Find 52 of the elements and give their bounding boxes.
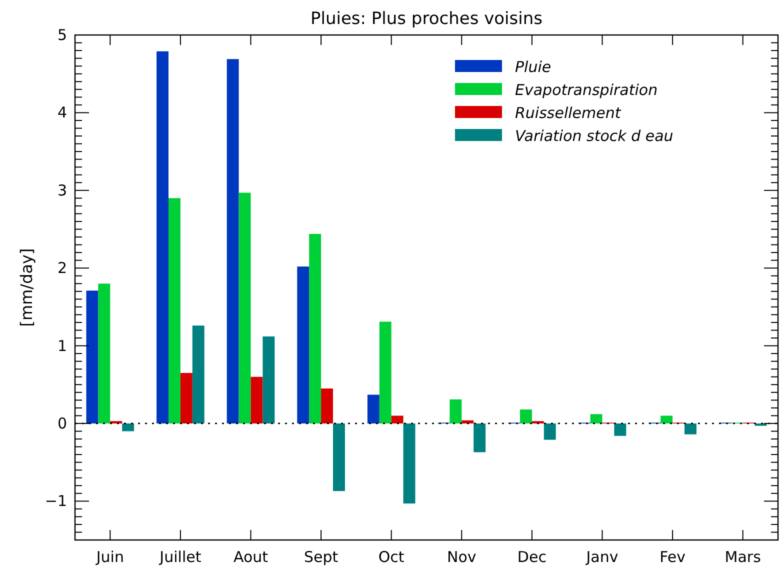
bar — [309, 234, 322, 424]
bar — [544, 423, 556, 440]
bar — [180, 372, 192, 424]
y-tick-label: 4 — [57, 104, 67, 122]
y-tick-label: −1 — [44, 492, 67, 510]
bar — [450, 399, 462, 424]
y-tick-label: 1 — [57, 336, 67, 355]
bar — [614, 423, 626, 436]
bar — [86, 290, 98, 424]
x-tick-label: Dec — [517, 548, 546, 566]
bar — [391, 416, 404, 424]
y-tick-label: 3 — [57, 181, 67, 200]
bar — [403, 423, 416, 504]
bar — [684, 423, 696, 434]
bar — [754, 423, 767, 426]
bar — [367, 394, 380, 424]
bar — [238, 192, 251, 424]
x-tick-label: Mars — [724, 548, 762, 566]
x-tick-label: Janv — [585, 548, 618, 566]
bar — [321, 388, 333, 424]
legend-label: Variation stock d eau — [515, 127, 674, 145]
bar — [122, 423, 134, 432]
legend-label: Ruissellement — [515, 104, 622, 122]
bar — [156, 51, 168, 424]
legend-label: Evapotranspiration — [515, 81, 658, 99]
bar — [379, 322, 392, 424]
x-tick-label: Juillet — [158, 548, 202, 566]
bar — [226, 59, 239, 424]
x-tick-label: Juin — [95, 548, 124, 566]
bar — [262, 336, 275, 424]
x-tick-label: Nov — [447, 548, 476, 566]
bar — [192, 326, 204, 424]
x-tick-label: Aout — [233, 548, 268, 566]
bar — [168, 198, 180, 424]
bar — [297, 266, 310, 424]
bar — [98, 284, 110, 424]
bar — [660, 416, 673, 424]
x-tick-label: Sept — [304, 548, 338, 566]
chart-title: Pluies: Plus proches voisins — [310, 9, 543, 29]
y-axis-title: [mm/day] — [17, 248, 36, 327]
y-tick-label: 2 — [57, 259, 67, 278]
x-tick-label: Oct — [378, 548, 404, 566]
x-tick-label: Fev — [660, 548, 686, 566]
y-tick-label: 5 — [57, 26, 67, 44]
bar — [333, 423, 345, 492]
legend-label: Pluie — [515, 58, 552, 76]
bar — [520, 409, 532, 424]
bar — [474, 423, 486, 452]
bar — [462, 420, 474, 424]
bar — [590, 414, 602, 424]
y-tick-label: 0 — [57, 414, 67, 432]
bar — [250, 376, 263, 424]
